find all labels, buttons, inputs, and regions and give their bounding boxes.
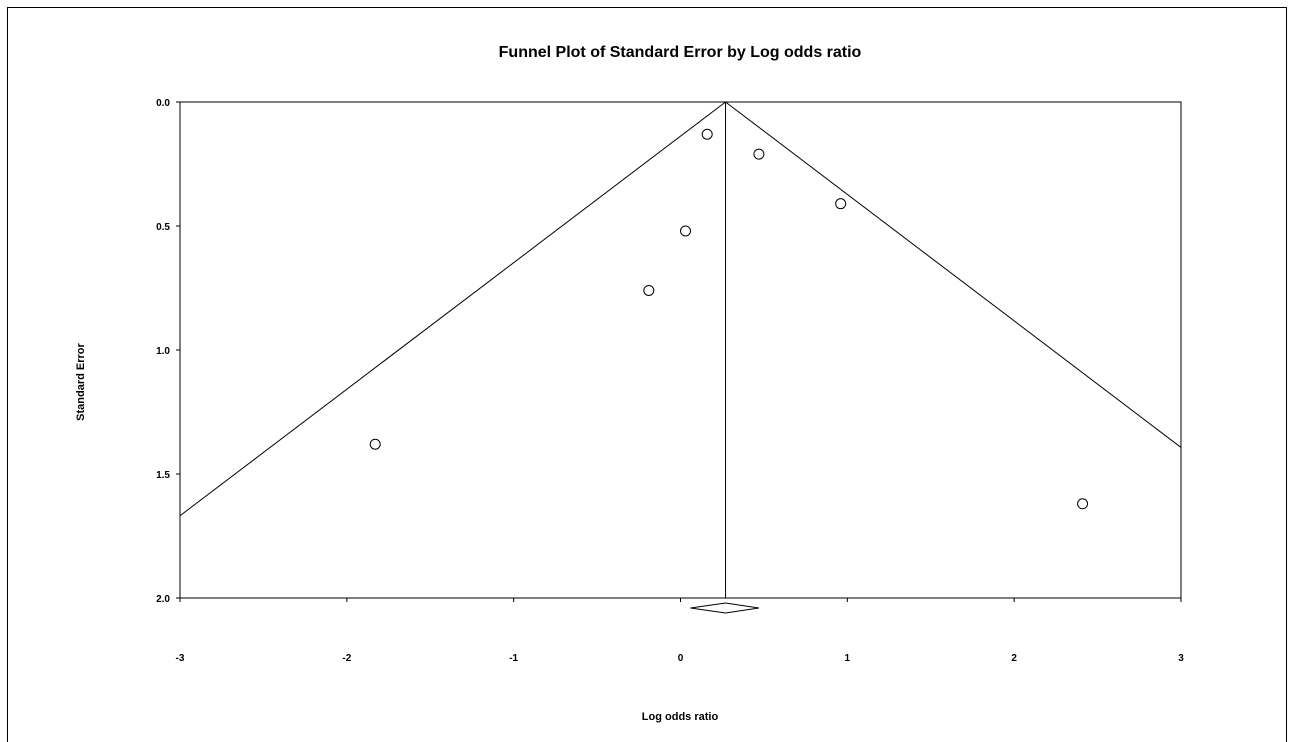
study-point xyxy=(643,284,655,296)
study-point xyxy=(701,128,713,140)
x-tick-label: -1 xyxy=(509,653,518,664)
chart-frame xyxy=(7,7,1287,742)
y-tick-label: 0.0 xyxy=(156,98,170,109)
study-point xyxy=(835,198,847,210)
y-tick-label: 1.5 xyxy=(156,470,170,481)
data-points xyxy=(369,128,1089,510)
x-tick-label: 0 xyxy=(678,653,684,664)
x-axis-ticks: -3 -2 -1 0 1 2 3 xyxy=(176,598,1184,664)
chart-title: Funnel Plot of Standard Error by Log odd… xyxy=(499,44,862,61)
study-point xyxy=(1077,498,1089,510)
study-point xyxy=(680,225,692,237)
x-axis-label: Log odds ratio xyxy=(642,711,719,723)
y-tick-label: 0.5 xyxy=(156,222,170,233)
funnel-left-line xyxy=(179,101,726,517)
x-tick-label: -2 xyxy=(342,653,351,664)
funnel-lines xyxy=(179,101,1182,614)
x-tick-label: -3 xyxy=(176,653,185,664)
y-axis-ticks: 0.0 0.5 1.0 1.5 2.0 xyxy=(156,98,180,605)
y-axis-label: Standard Error xyxy=(75,342,87,420)
x-tick-label: 3 xyxy=(1178,653,1184,664)
x-tick-label: 1 xyxy=(845,653,851,664)
funnel-right-line xyxy=(725,101,1182,448)
summary-diamond xyxy=(690,602,759,614)
y-tick-label: 1.0 xyxy=(156,346,170,357)
y-tick-label: 2.0 xyxy=(156,594,170,605)
plot-area xyxy=(179,101,1182,599)
study-point xyxy=(369,438,381,450)
study-point xyxy=(753,148,765,160)
x-tick-label: 2 xyxy=(1011,653,1017,664)
